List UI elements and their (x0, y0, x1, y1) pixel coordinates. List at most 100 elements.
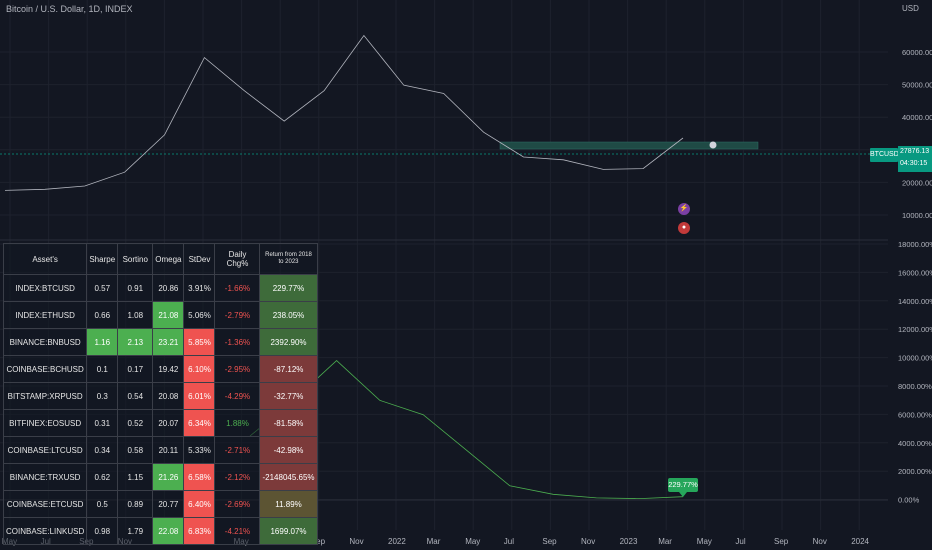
cell-stdev: 3.91% (183, 274, 216, 302)
cell-sortino: 0.54 (117, 382, 154, 410)
table-row: BITSTAMP:XRPUSD 0.3 0.54 20.08 6.01% -4.… (2, 382, 318, 410)
time-tick-label: Mar (427, 537, 441, 546)
cell-omega: 21.08 (152, 301, 185, 329)
return-tick-label: 0.00% (898, 496, 920, 505)
table-row: INDEX:ETHUSD 0.66 1.08 21.08 5.06% -2.79… (2, 301, 318, 329)
return-tick-label: 2000.00% (898, 467, 932, 476)
cell-return: 11.89% (259, 490, 318, 518)
cell-daily: -4.29% (214, 382, 261, 410)
header-daily: Daily Chg% (214, 243, 261, 275)
table-row: COINBASE:LTCUSD 0.34 0.58 20.11 5.33% -2… (2, 436, 318, 464)
cell-stdev: 6.01% (183, 382, 216, 410)
cell-stdev: 5.06% (183, 301, 216, 329)
target-icon[interactable] (709, 141, 717, 149)
cell-sharpe: 0.34 (86, 436, 119, 464)
cell-return: -87.12% (259, 355, 318, 383)
return-tick-label: 8000.00% (898, 382, 932, 391)
cell-daily: -2.12% (214, 463, 261, 491)
table-row: BINANCE:TRXUSD 0.62 1.15 21.26 6.58% -2.… (2, 463, 318, 491)
cell-omega: 23.21 (152, 328, 185, 356)
time-tick-label: Sep (542, 537, 557, 546)
return-tick-label: 6000.00% (898, 410, 932, 419)
time-tick-label: Mar (658, 537, 672, 546)
cell-sharpe: 0.31 (86, 409, 119, 437)
header-stdev: StDev (183, 243, 216, 275)
return-tick-label: 16000.00% (898, 268, 932, 277)
flag-event-icon[interactable]: ● (678, 222, 690, 234)
return-axis[interactable]: 18000.00% 16000.00% 14000.00% 12000.00% 1000… (898, 240, 932, 505)
cell-asset: COINBASE:LINKUSD (2, 517, 88, 545)
flash-event-icon[interactable]: ⚡ (678, 203, 690, 215)
header-sortino: Sortino (117, 243, 154, 275)
cell-daily: -2.79% (214, 301, 261, 329)
zone-box[interactable] (499, 141, 759, 150)
cell-daily: -1.36% (214, 328, 261, 356)
return-tick-label: 18000.00% (898, 240, 932, 249)
time-tick-label: 2022 (388, 537, 406, 546)
cell-return: -42.98% (259, 436, 318, 464)
cell-sharpe: 1.16 (86, 328, 119, 356)
symbol-tag[interactable]: BTCUSD (870, 148, 899, 162)
cell-return: -81.58% (259, 409, 318, 437)
cell-stdev: 6.34% (183, 409, 216, 437)
price-tick-label: 40000.00 (902, 113, 932, 122)
cell-stdev: 6.58% (183, 463, 216, 491)
cell-stdev: 5.85% (183, 328, 216, 356)
price-tick-label: 10000.00 (902, 211, 932, 220)
cell-sharpe: 0.98 (86, 517, 119, 545)
time-tick-label: 2024 (851, 537, 869, 546)
cell-sortino: 0.91 (117, 274, 154, 302)
header-asset: Asset's (2, 243, 88, 275)
bar-countdown: 04:30:15 (900, 160, 928, 167)
price-tick-label: 60000.00 (902, 48, 932, 57)
return-badge: 229.77% (668, 478, 698, 497)
time-tick-label: Jul (735, 537, 745, 546)
cell-daily: -2.69% (214, 490, 261, 518)
cell-stdev: 5.33% (183, 436, 216, 464)
cell-return: 238.05% (259, 301, 318, 329)
cell-stdev: 6.83% (183, 517, 216, 545)
cell-sharpe: 0.5 (86, 490, 119, 518)
cell-daily: -1.66% (214, 274, 261, 302)
cell-daily: -4.21% (214, 517, 261, 545)
chart-title: Bitcoin / U.S. Dollar, 1D, INDEX (6, 4, 133, 14)
cell-sharpe: 0.3 (86, 382, 119, 410)
cell-omega: 22.08 (152, 517, 185, 545)
time-tick-label: Nov (581, 537, 595, 546)
price-axis[interactable]: 60000.0050000.0040000.0030000.0020000.00… (902, 48, 932, 220)
last-price: 27876.13 (900, 148, 930, 155)
return-tick-label: 14000.00% (898, 297, 932, 306)
price-box[interactable]: 27876.13 04:30:15 (898, 146, 932, 172)
time-tick-label: Nov (349, 537, 363, 546)
cell-omega: 21.26 (152, 463, 185, 491)
price-tick-label: 20000.00 (902, 178, 932, 187)
cell-stdev: 6.10% (183, 355, 216, 383)
time-tick-label: May (465, 537, 480, 546)
btc-price-line (4, 34, 684, 191)
cell-daily: -2.71% (214, 436, 261, 464)
return-tick-label: 12000.00% (898, 325, 932, 334)
cell-sortino: 1.15 (117, 463, 154, 491)
cell-omega: 20.86 (152, 274, 185, 302)
cell-daily: 1.88% (214, 409, 261, 437)
cell-daily: -2.95% (214, 355, 261, 383)
cell-return: 2392.90% (259, 328, 318, 356)
cell-sortino: 0.52 (117, 409, 154, 437)
time-tick-label: Sep (774, 537, 789, 546)
price-tick-label: 50000.00 (902, 81, 932, 90)
return-line (249, 360, 684, 500)
cell-omega: 20.11 (152, 436, 185, 464)
cell-asset: BITSTAMP:XRPUSD (2, 382, 88, 410)
return-tick-label: 10000.00% (898, 354, 932, 363)
currency-label: USD (902, 4, 919, 13)
cell-sortino: 0.58 (117, 436, 154, 464)
cell-sortino: 0.89 (117, 490, 154, 518)
header-omega: Omega (152, 243, 185, 275)
cell-asset: COINBASE:ETCUSD (2, 490, 88, 518)
table-row: INDEX:BTCUSD 0.57 0.91 20.86 3.91% -1.66… (2, 274, 318, 302)
cell-asset: BINANCE:BNBUSD (2, 328, 88, 356)
cell-sortino: 2.13 (117, 328, 154, 356)
cell-asset: INDEX:ETHUSD (2, 301, 88, 329)
cell-omega: 20.07 (152, 409, 185, 437)
table-row: BITFINEX:EOSUSD 0.31 0.52 20.07 6.34% 1.… (2, 409, 318, 437)
